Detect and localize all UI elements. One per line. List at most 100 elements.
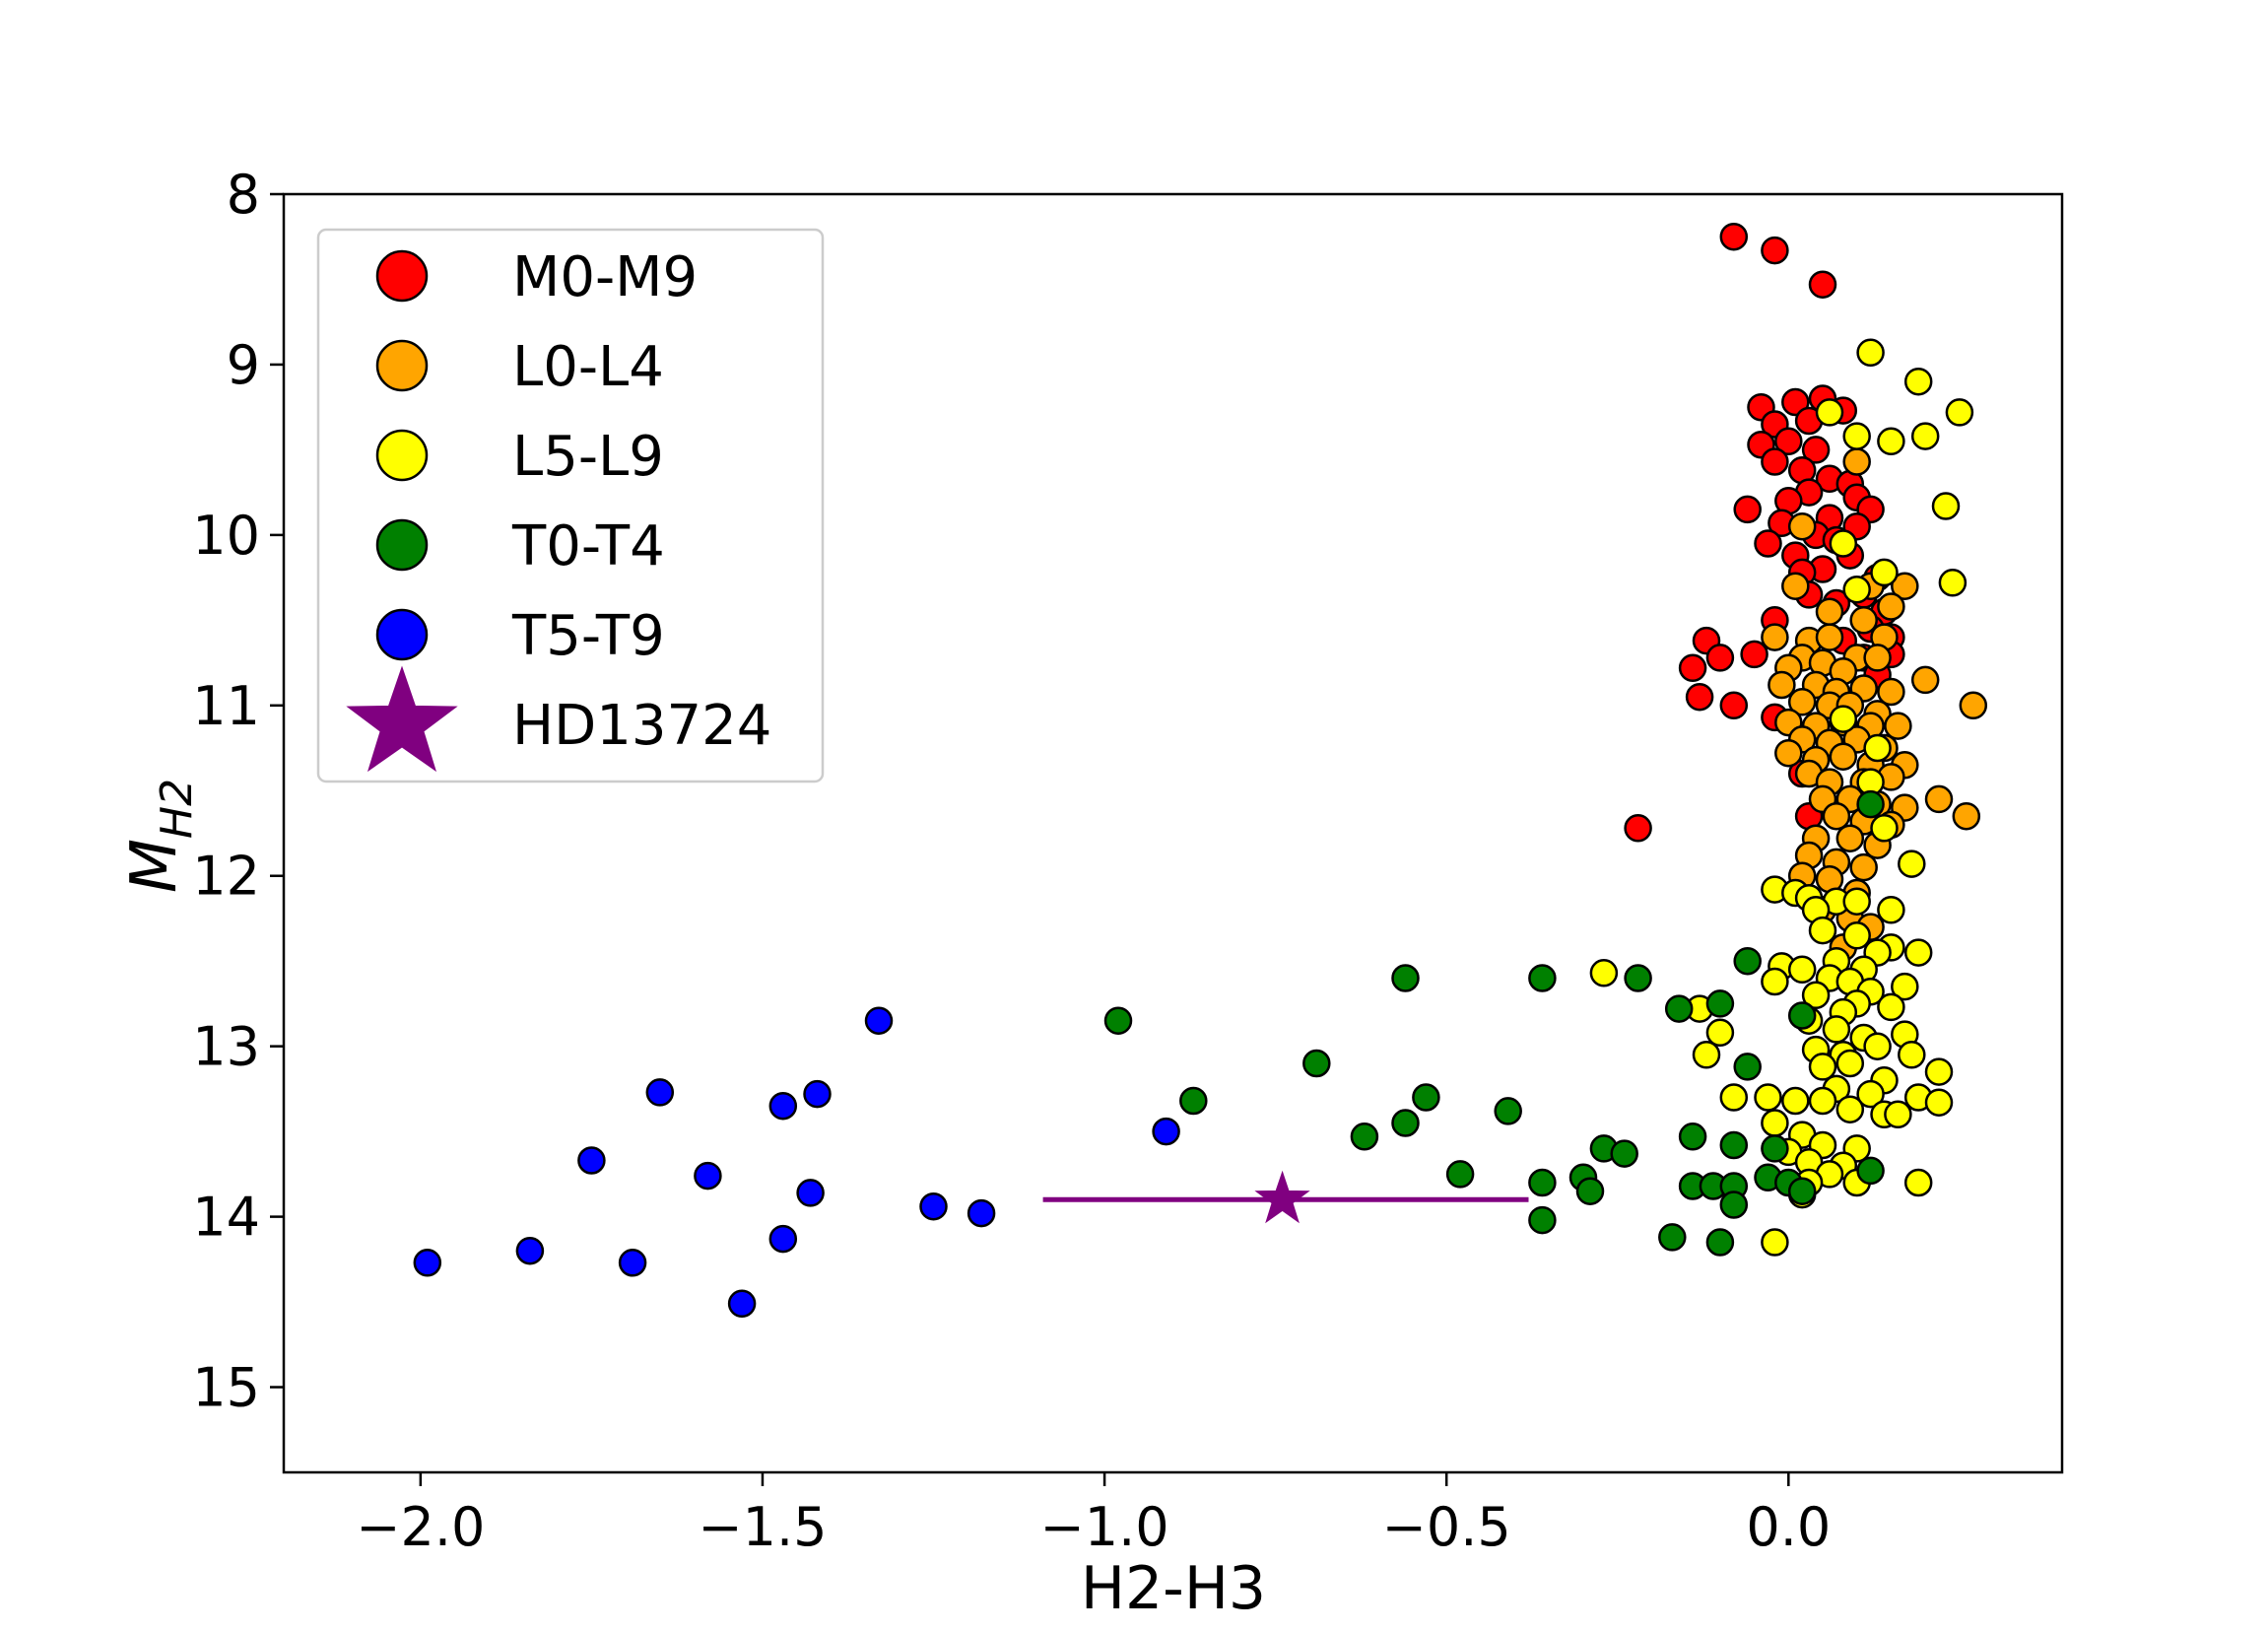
point-t5-t9 <box>515 1236 545 1265</box>
point-t5-t9 <box>1152 1117 1180 1146</box>
point-l0-l4 <box>1822 801 1851 831</box>
point-l5-l9 <box>1801 981 1831 1010</box>
point-l0-l4 <box>1835 824 1865 852</box>
point-t0-t4 <box>1103 1006 1133 1035</box>
legend-label-t5-t9: T5-T9 <box>511 604 665 668</box>
point-t0-t4 <box>1761 1134 1789 1163</box>
point-t0-t4 <box>1391 1109 1420 1137</box>
svg-text:MH2: MH2 <box>118 779 202 893</box>
point-l5-l9 <box>1754 1083 1782 1112</box>
point-l0-l4 <box>1842 447 1871 476</box>
point-l0-l4 <box>1774 738 1803 768</box>
point-l0-l4 <box>1863 644 1892 672</box>
point-t5-t9 <box>768 1224 798 1254</box>
point-l5-l9 <box>1835 1095 1865 1123</box>
point-l5-l9 <box>1903 938 1933 967</box>
hd13724-star-point <box>1254 1170 1310 1224</box>
point-t0-t4 <box>1856 789 1885 819</box>
point-l5-l9 <box>1924 1088 1954 1117</box>
point-t0-t4 <box>1705 989 1735 1018</box>
point-l0-l4 <box>1849 606 1878 635</box>
point-m0-m9 <box>1740 640 1768 669</box>
y-tick-label: 9 <box>227 334 260 396</box>
point-l5-l9 <box>1808 1053 1837 1081</box>
point-t0-t4 <box>1179 1086 1208 1116</box>
legend-label-t0-t4: T0-T4 <box>511 514 665 578</box>
point-l5-l9 <box>1692 1041 1721 1069</box>
point-l5-l9 <box>1863 733 1892 763</box>
y-axis-label-sub: H2 <box>152 779 202 839</box>
point-l5-l9 <box>1898 1041 1926 1069</box>
point-t0-t4 <box>1658 1223 1687 1252</box>
point-t0-t4 <box>1787 1001 1817 1030</box>
y-axis-label: MH2 <box>118 779 202 893</box>
point-m0-m9 <box>1808 270 1837 299</box>
point-l5-l9 <box>1842 921 1871 950</box>
point-t5-t9 <box>577 1146 606 1175</box>
point-m0-m9 <box>1761 447 1789 476</box>
plot-frame <box>282 192 2064 1474</box>
point-t5-t9 <box>413 1249 442 1277</box>
point-l5-l9 <box>1938 569 1968 597</box>
point-l5-l9 <box>1808 916 1837 945</box>
y-axis-ticks: 8 9 10 11 12 13 14 15 <box>192 164 284 1419</box>
x-tick-label: −1.0 <box>1040 1496 1169 1558</box>
point-m0-m9 <box>1624 814 1652 843</box>
point-l0-l4 <box>1815 623 1844 651</box>
point-l5-l9 <box>1835 1049 1865 1078</box>
point-t5-t9 <box>645 1078 675 1107</box>
y-tick-label: 8 <box>227 164 260 226</box>
scatter-points <box>413 222 1988 1319</box>
point-l5-l9 <box>1863 1032 1892 1060</box>
legend-marker-t0-t4 <box>375 518 429 572</box>
point-l0-l4 <box>1787 688 1817 716</box>
point-t5-t9 <box>919 1191 948 1221</box>
point-t0-t4 <box>1664 994 1694 1023</box>
point-l0-l4 <box>1891 572 1919 600</box>
y-tick-label: 15 <box>192 1357 260 1419</box>
point-t5-t9 <box>803 1079 832 1109</box>
point-t0-t4 <box>1678 1123 1707 1151</box>
point-l5-l9 <box>1877 427 1905 456</box>
point-l5-l9 <box>1842 422 1871 450</box>
point-t0-t4 <box>1528 1205 1557 1235</box>
point-l5-l9 <box>1808 1086 1837 1116</box>
point-t0-t4 <box>1575 1177 1605 1205</box>
point-t0-t4 <box>1528 1168 1557 1197</box>
y-tick-label: 11 <box>192 675 260 737</box>
legend-marker-l0-l4 <box>375 339 429 392</box>
point-l5-l9 <box>1903 1168 1933 1197</box>
point-l5-l9 <box>1898 850 1926 878</box>
legend-marker-m0-m9 <box>375 249 429 303</box>
point-l5-l9 <box>1856 338 1885 368</box>
point-l5-l9 <box>1787 955 1817 985</box>
legend-marker-l5-l9 <box>375 429 429 482</box>
point-t0-t4 <box>1610 1139 1638 1168</box>
point-t0-t4 <box>1624 964 1652 992</box>
point-t0-t4 <box>1350 1123 1379 1151</box>
y-tick-label: 13 <box>192 1016 260 1078</box>
point-t0-t4 <box>1733 1053 1762 1081</box>
point-m0-m9 <box>1774 427 1803 456</box>
point-l5-l9 <box>1870 558 1899 587</box>
point-l5-l9 <box>1822 1015 1851 1044</box>
point-l5-l9 <box>1705 1018 1735 1048</box>
legend-box <box>316 228 825 783</box>
x-tick-label: −1.5 <box>698 1496 827 1558</box>
point-l5-l9 <box>1884 1100 1912 1129</box>
point-t0-t4 <box>1705 1228 1735 1257</box>
point-l5-l9 <box>1829 529 1858 558</box>
point-t0-t4 <box>1719 1191 1749 1219</box>
legend-label-l5-l9: L5-L9 <box>512 425 664 489</box>
point-m0-m9 <box>1754 529 1782 558</box>
point-t5-t9 <box>967 1198 996 1228</box>
point-m0-m9 <box>1733 495 1762 524</box>
legend-marker-hd13724 <box>346 665 458 773</box>
point-m0-m9 <box>1761 236 1789 265</box>
point-t5-t9 <box>694 1161 722 1191</box>
errorbar-layer <box>1042 1170 1529 1224</box>
point-l5-l9 <box>1903 367 1933 396</box>
point-t5-t9 <box>796 1179 825 1207</box>
point-l5-l9 <box>1870 814 1899 843</box>
point-l0-l4 <box>1884 712 1912 740</box>
